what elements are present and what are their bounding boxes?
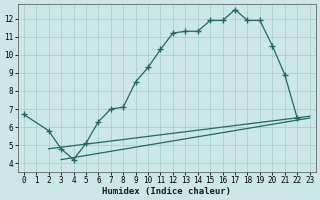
X-axis label: Humidex (Indice chaleur): Humidex (Indice chaleur) <box>102 187 231 196</box>
